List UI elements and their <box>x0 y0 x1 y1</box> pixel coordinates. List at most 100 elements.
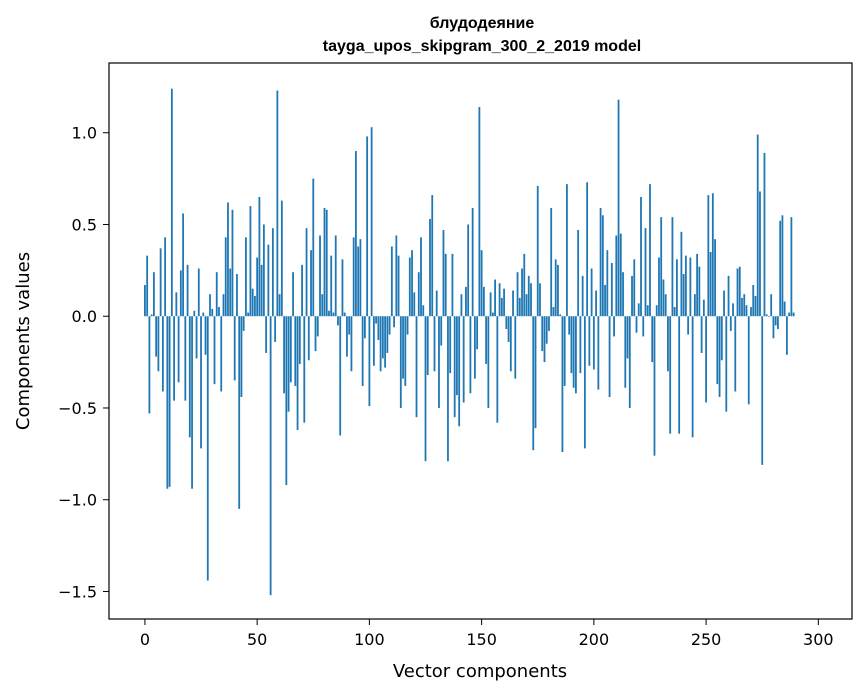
bar <box>577 229 580 317</box>
bar <box>330 255 333 317</box>
bar <box>561 316 564 453</box>
bar <box>783 301 786 317</box>
bar <box>370 127 373 317</box>
bar <box>144 285 146 317</box>
bar <box>633 259 636 317</box>
bar <box>518 297 521 317</box>
bar <box>658 257 660 317</box>
chart-subtitle: tayga_upos_skipgram_300_2_2019 model <box>323 38 641 55</box>
bar <box>312 178 315 317</box>
bar <box>617 99 620 317</box>
bar <box>236 274 238 317</box>
bars-group <box>144 88 795 596</box>
bar <box>200 316 202 449</box>
bar <box>355 151 357 317</box>
bar <box>377 316 380 341</box>
bar <box>750 307 752 317</box>
bar <box>462 316 465 403</box>
bar <box>404 316 407 386</box>
bar <box>714 239 716 317</box>
bar <box>707 195 710 317</box>
bar <box>503 288 505 317</box>
bar <box>413 292 416 317</box>
bar <box>157 316 160 372</box>
bar <box>420 237 422 317</box>
bar <box>341 259 344 317</box>
bar <box>660 217 663 317</box>
bar <box>238 316 241 509</box>
bar <box>610 263 613 317</box>
bar <box>415 316 418 418</box>
bar <box>543 316 546 363</box>
bar <box>729 316 732 331</box>
bar <box>381 316 384 359</box>
bar <box>568 316 571 335</box>
bar <box>438 316 440 408</box>
bar <box>379 316 382 372</box>
bar <box>188 316 191 438</box>
bar <box>249 206 252 317</box>
bar <box>224 237 227 317</box>
bar <box>485 316 488 364</box>
bar <box>231 209 234 317</box>
bar <box>586 182 589 317</box>
bar <box>458 316 461 427</box>
bar <box>440 316 443 346</box>
bar <box>233 316 236 381</box>
bar <box>566 184 568 317</box>
bar <box>613 316 615 337</box>
y-tick-label: −0.5 <box>58 399 97 418</box>
bar <box>649 184 651 317</box>
bar <box>435 290 438 317</box>
bar <box>552 307 555 317</box>
bar <box>444 253 447 317</box>
bar <box>397 255 400 317</box>
y-tick-label: 1.0 <box>72 124 97 143</box>
bar <box>680 231 683 317</box>
bar <box>307 316 310 361</box>
bar <box>314 316 317 352</box>
bar <box>310 250 312 317</box>
bar <box>788 312 791 317</box>
bar <box>287 316 290 412</box>
bar <box>220 316 223 392</box>
bar <box>599 207 602 317</box>
y-tick-label: −1.0 <box>58 491 97 510</box>
bar <box>319 235 321 317</box>
bar <box>426 316 429 375</box>
bar <box>500 297 503 317</box>
bar <box>323 207 326 317</box>
x-tick-label: 0 <box>140 630 150 649</box>
bar <box>276 90 279 317</box>
bar <box>743 294 746 317</box>
y-tick-label: 0.0 <box>72 307 97 326</box>
bar <box>527 275 530 317</box>
bar <box>325 209 328 317</box>
bar <box>597 316 600 390</box>
bar <box>247 312 250 317</box>
bar <box>346 316 348 357</box>
bar <box>608 316 611 397</box>
bar <box>368 316 371 407</box>
bar <box>664 294 667 317</box>
bar <box>548 316 550 331</box>
bar <box>204 316 207 355</box>
bar <box>523 253 526 317</box>
bar <box>745 305 748 317</box>
x-axis-ticks: 0 50 100 150 200 250 300 <box>140 619 834 649</box>
bar <box>786 316 788 355</box>
bar <box>375 316 378 324</box>
bar <box>601 215 604 317</box>
bar <box>532 316 535 451</box>
bar <box>700 316 703 353</box>
bar <box>348 316 351 335</box>
bar <box>175 292 178 317</box>
y-tick-label: 0.5 <box>72 215 97 234</box>
bar <box>480 250 483 317</box>
bar <box>364 316 366 339</box>
bar <box>770 294 773 317</box>
bar <box>693 294 696 317</box>
bar <box>768 316 770 317</box>
bar <box>166 316 169 489</box>
bar <box>516 272 519 317</box>
